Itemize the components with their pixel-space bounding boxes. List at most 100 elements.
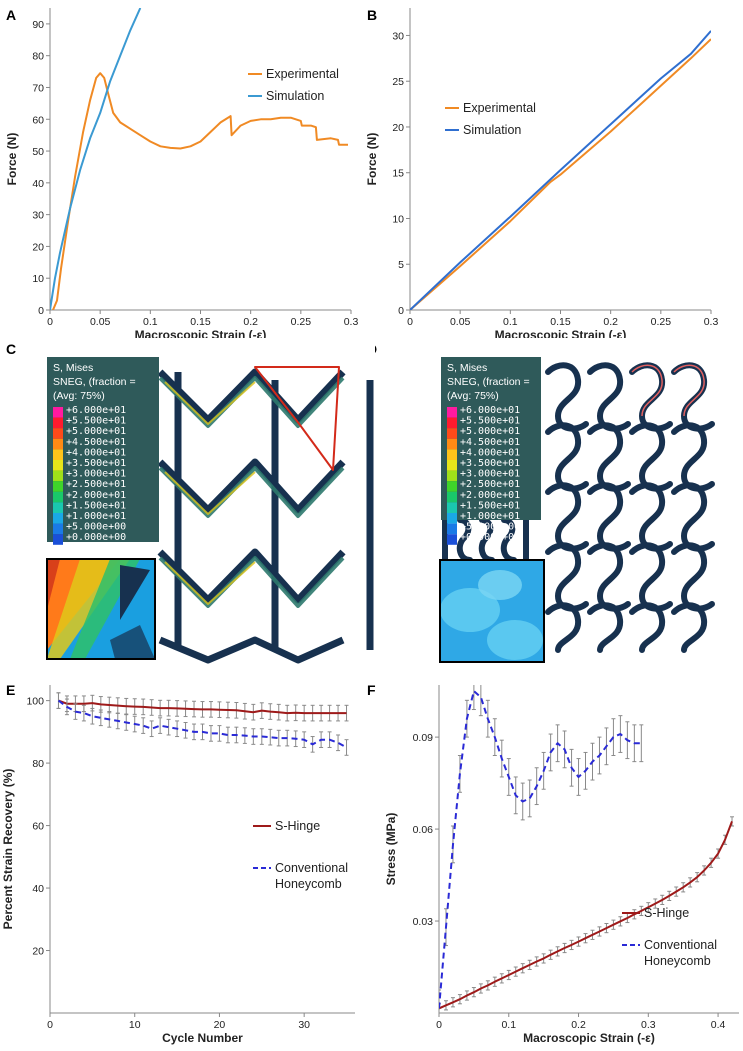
colorbar-label: +4.000e+01: [66, 447, 126, 458]
colorbar-swatch: [447, 523, 457, 535]
colorbar-swatch: [53, 513, 63, 524]
colorbar-swatch: [53, 428, 63, 439]
fe-c-legend-title-1: S, Mises: [53, 362, 93, 374]
y-tick-label: 10: [392, 213, 404, 225]
x-tick-label: 10: [129, 1019, 141, 1031]
x-tick-label: 0.05: [90, 316, 111, 328]
colorbar-label: +1.500e+01: [66, 500, 126, 511]
colorbar-swatch: [447, 428, 457, 439]
colorbar-label: +4.500e+01: [66, 437, 126, 448]
colorbar-label: +2.500e+01: [66, 479, 126, 490]
series-line-experimental: [410, 38, 711, 310]
fe-d-legend-title-2: SNEG, (fraction =: [447, 376, 530, 388]
legend-label: Conventional: [644, 938, 717, 952]
chart-a-force-vs-strain: 0 0.05 0.1 0.15 0.2 0.25 0.3 0 10 20 30 40 50 60 70 80 9…: [5, 8, 358, 342]
panel-letter-b: B: [367, 7, 377, 23]
x-tick-label: 0.05: [450, 316, 471, 328]
x-tick-label: 0.1: [143, 316, 158, 328]
x-axis-label: Cycle Number: [162, 1031, 243, 1045]
x-tick-label: 0: [47, 316, 53, 328]
y-tick-label: 90: [32, 19, 44, 31]
panel-letter-f: F: [367, 682, 376, 698]
colorbar-swatch: [447, 481, 457, 492]
chart-e-strain-recovery: 0 10 20 30 20 40 60 80 100 Cycle Number Percent St…: [1, 685, 355, 1045]
y-tick-label: 100: [26, 696, 44, 708]
colorbar-swatch: [447, 534, 457, 545]
colorbar-swatch: [53, 534, 63, 545]
plot-area: [410, 30, 711, 310]
colorbar-swatch: [53, 449, 63, 460]
y-tick-label: 60: [32, 821, 44, 833]
y-tick-label: 0: [398, 305, 404, 317]
fe-d-legend-box: [441, 357, 541, 520]
x-axis-label: Macroscopic Strain (-ε): [523, 1031, 655, 1045]
colorbar-swatch: [447, 470, 457, 482]
panel-letter-a: A: [6, 7, 16, 23]
legend-label: Experimental: [463, 101, 536, 115]
x-tick-label: 0.1: [503, 316, 518, 328]
series-line-simulation: [410, 30, 711, 310]
y-tick-label: 30: [392, 30, 404, 42]
legend-label: Simulation: [266, 89, 324, 103]
colorbar-swatch: [447, 491, 457, 503]
y-tick-label: 0: [38, 305, 44, 317]
y-tick-label: 5: [398, 259, 404, 271]
x-tick-label: 0.1: [501, 1019, 516, 1031]
colorbar-label: +0.000e+00: [460, 532, 520, 543]
legend-label: Conventional: [275, 861, 348, 875]
y-tick-label: 80: [32, 51, 44, 63]
x-tick-label: 0: [47, 1019, 53, 1031]
x-tick-label: 0.3: [344, 316, 359, 328]
colorbar-label: +3.500e+01: [460, 458, 520, 469]
fe-c-colorbar: +6.000e+01+5.500e+01+5.000e+01+4.500e+01…: [53, 405, 126, 545]
colorbar-label: +4.500e+01: [460, 437, 520, 448]
chart-f-stress-vs-strain: 0 0.1 0.2 0.3 0.4 0.03 0.06 0.09 Macroscopic Str…: [384, 685, 739, 1045]
plot-area: [439, 685, 735, 1013]
colorbar-label: +4.000e+01: [460, 447, 520, 458]
colorbar-label: +5.500e+01: [460, 416, 520, 427]
colorbar-swatch: [447, 417, 457, 429]
colorbar-swatch: [447, 460, 457, 471]
y-tick-label: 80: [32, 758, 44, 770]
y-tick-label: 20: [32, 241, 44, 253]
fe-d-structure: [442, 362, 715, 653]
panel-letter-e: E: [6, 682, 15, 698]
y-tick-label: 15: [392, 168, 404, 180]
fe-c-legend-title-3: (Avg: 75%): [53, 390, 105, 402]
x-tick-label: 0.25: [291, 316, 312, 328]
fe-c-structure: [157, 366, 374, 664]
x-tick-label: 0.25: [651, 316, 672, 328]
series-line-s-hinge: [439, 821, 733, 1010]
fe-c-legend-title-2: SNEG, (fraction =: [53, 376, 136, 388]
series-line-experimental: [52, 72, 348, 310]
colorbar-swatch: [53, 407, 63, 418]
fe-d-legend-title-3: (Avg: 75%): [447, 390, 499, 402]
x-tick-label: 0.2: [603, 316, 618, 328]
y-tick-label: 60: [32, 114, 44, 126]
colorbar-label: +1.000e+01: [66, 511, 126, 522]
y-tick-label: 40: [32, 883, 44, 895]
fe-d-colorbar: +6.000e+01+5.500e+01+5.000e+01+4.500e+01…: [447, 405, 520, 545]
colorbar-label: +1.000e+01: [460, 511, 520, 522]
colorbar-label: +5.000e+01: [66, 426, 126, 437]
y-tick-label: 0.06: [413, 824, 434, 836]
colorbar-label: +0.000e+00: [66, 532, 126, 543]
colorbar-swatch: [53, 523, 63, 535]
x-tick-label: 0.2: [243, 316, 258, 328]
colorbar-label: +6.000e+01: [66, 405, 126, 416]
x-tick-label: 30: [298, 1019, 310, 1031]
series-line-s-hinge: [58, 699, 347, 715]
plot-area: [56, 692, 349, 756]
colorbar-label: +5.000e+00: [66, 522, 126, 533]
colorbar-swatch: [53, 460, 63, 471]
x-tick-label: 0.15: [190, 316, 211, 328]
panel-letter-c: C: [6, 341, 16, 357]
x-tick-label: 0.3: [704, 316, 719, 328]
series-line-conventional-honeycomb: [57, 699, 347, 749]
colorbar-swatch: [53, 481, 63, 492]
y-axis-label: Force (N): [365, 133, 379, 186]
colorbar-label: +5.500e+01: [66, 416, 126, 427]
y-tick-label: 30: [32, 210, 44, 222]
fe-panel-d: S, Mises SNEG, (fraction = (Avg: 75%) +6…: [400, 338, 740, 663]
